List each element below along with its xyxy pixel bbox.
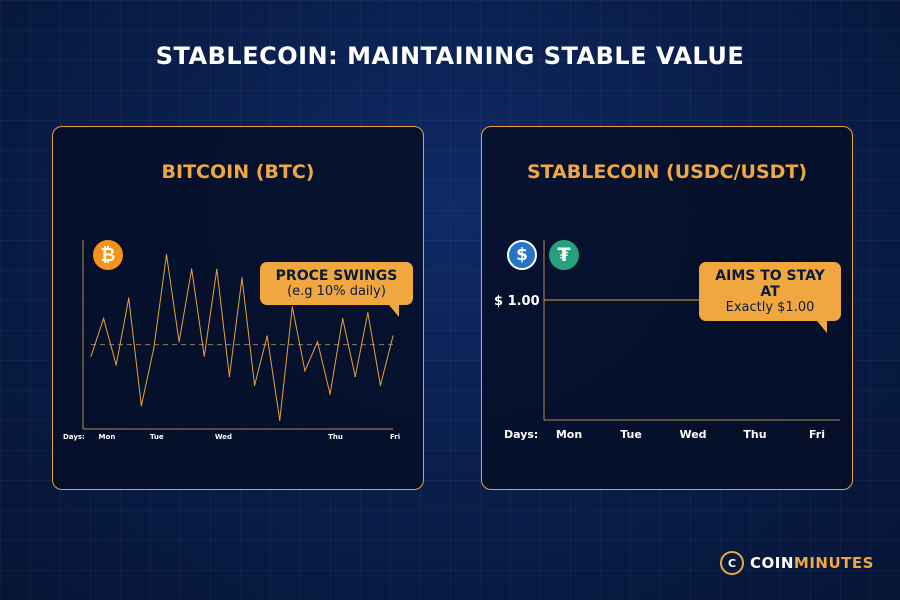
btc-price-point xyxy=(354,376,356,378)
stablecoin-panel: STABLECOIN (USDC/USDT) $ 1.00 Days: Mon Tue… xyxy=(481,126,853,490)
logo-text: COINMINUTES xyxy=(750,554,874,572)
btc-price-point xyxy=(304,370,306,372)
callout-subtext: (e.g 10% daily) xyxy=(287,284,386,299)
btc-price-point xyxy=(153,346,155,349)
coinminutes-logo: C COINMINUTES xyxy=(720,550,874,576)
x-tick-label: Tue xyxy=(620,428,642,441)
btc-price-point xyxy=(216,268,218,270)
btc-price-point xyxy=(379,384,382,386)
btc-price-point xyxy=(316,341,319,343)
btc-price-point xyxy=(115,364,117,366)
stay-at-callout: AIMS TO STAY AT Exactly $1.00 xyxy=(699,262,841,333)
page-title: STABLECOIN: MAINTAINING STABLE VALUE xyxy=(155,42,745,70)
x-tick-label: Mon xyxy=(556,428,582,441)
btc-price-point xyxy=(342,317,344,320)
x-tick-label: Mon xyxy=(99,433,116,441)
btc-price-point xyxy=(329,393,331,395)
btc-price-point xyxy=(90,355,92,357)
y-tick-label: $ 1.00 xyxy=(494,294,540,309)
btc-price-point xyxy=(253,384,256,386)
logo-text-part1: COIN xyxy=(750,554,794,572)
x-tick-label: Wed xyxy=(215,433,232,441)
tether-icon: ₮ xyxy=(549,240,579,270)
btc-price-point xyxy=(392,335,394,337)
btc-price-point xyxy=(367,312,369,314)
x-axis-prefix-label: Days: xyxy=(504,428,538,441)
x-tick-label: Tue xyxy=(150,433,164,441)
bitcoin-panel: BITCOIN (BTC) Days: Mon Tue Wed Thu Fri ₿ PRO… xyxy=(52,126,424,490)
btc-price-point xyxy=(178,341,180,343)
x-axis-prefix-label: Days: xyxy=(63,433,85,441)
x-tick-label: Fri xyxy=(809,428,825,441)
btc-price-point xyxy=(191,268,193,270)
logo-text-part2: MINUTES xyxy=(793,554,874,572)
x-tick-label: Thu xyxy=(328,433,343,441)
btc-price-point xyxy=(102,317,105,320)
bitcoin-panel-title: BITCOIN (BTC) xyxy=(161,161,315,183)
bitcoin-icon: ₿ xyxy=(93,240,123,270)
callout-subtext: Exactly $1.00 xyxy=(725,300,815,315)
usdc-icon: $ xyxy=(507,240,537,270)
coinminutes-logo-icon: C xyxy=(720,551,744,575)
x-tick-label: Fri xyxy=(390,433,400,441)
btc-price-point xyxy=(241,277,243,279)
btc-price-point xyxy=(140,405,142,407)
btc-price-point xyxy=(266,335,268,337)
x-tick-label: Thu xyxy=(743,428,766,441)
btc-price-point xyxy=(203,355,205,357)
btc-price-point xyxy=(128,297,130,299)
btc-price-point xyxy=(228,376,231,378)
price-swings-callout: PROCE SWINGS (e.g 10% daily) xyxy=(260,262,413,317)
callout-heading: AIMS TO STAY AT xyxy=(715,268,825,300)
stablecoin-price-chart: $ 1.00 Days: Mon Tue Wed Thu Fri xyxy=(494,240,840,441)
btc-price-point xyxy=(165,253,168,256)
callout-heading: PROCE SWINGS xyxy=(275,268,398,284)
x-tick-label: Wed xyxy=(679,428,706,441)
stablecoin-panel-title: STABLECOIN (USDC/USDT) xyxy=(526,161,808,183)
btc-price-point xyxy=(279,419,281,421)
btc-price-point xyxy=(291,306,293,308)
bitcoin-price-chart: Days: Mon Tue Wed Thu Fri xyxy=(63,240,400,441)
